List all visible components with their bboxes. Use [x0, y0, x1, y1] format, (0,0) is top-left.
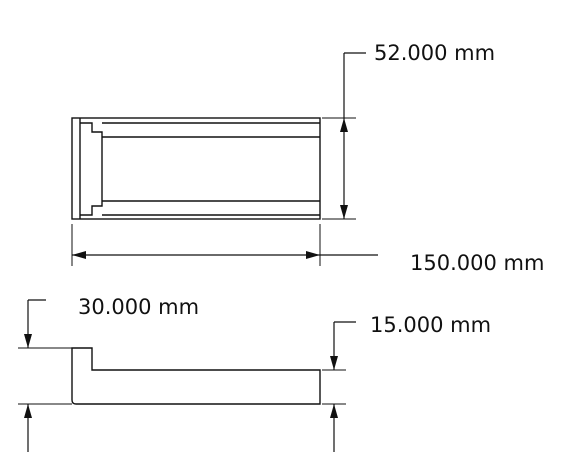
- top-view-outline: [71, 117, 321, 220]
- arrowhead-right: [306, 251, 320, 259]
- front-view-profile: [71, 347, 321, 405]
- dimension-150mm: 150.000 mm: [71, 224, 544, 275]
- dimension-30mm: 30.000 mm: [18, 295, 199, 452]
- dimension-52mm: 52.000 mm: [322, 41, 495, 220]
- top-view: [71, 117, 321, 220]
- arrowhead-down: [24, 334, 32, 348]
- front-view: [71, 347, 321, 405]
- arrowhead-left: [72, 251, 86, 259]
- arrowhead-up: [24, 404, 32, 418]
- arrowhead-down: [330, 356, 338, 370]
- dimension-label-52: 52.000 mm: [374, 41, 495, 65]
- arrowhead-down: [340, 205, 348, 219]
- arrowhead-up: [340, 118, 348, 132]
- arrowhead-up: [330, 404, 338, 418]
- dimension-label-15: 15.000 mm: [370, 313, 491, 337]
- top-view-head-step: [79, 118, 103, 219]
- dimension-label-30: 30.000 mm: [78, 295, 199, 319]
- dimension-15mm: 15.000 mm: [322, 313, 491, 452]
- dimension-label-150: 150.000 mm: [410, 251, 544, 275]
